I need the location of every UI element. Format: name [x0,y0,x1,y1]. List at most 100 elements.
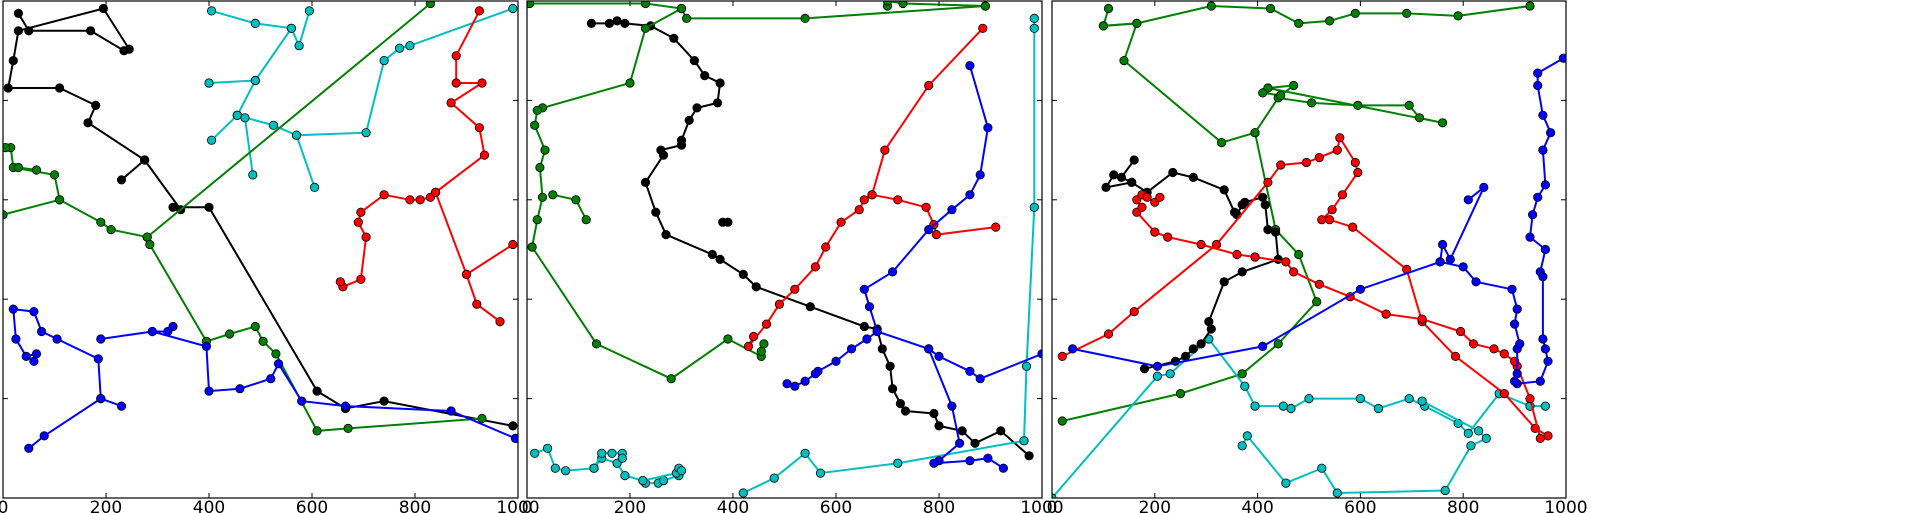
data-point [811,263,819,271]
data-point [719,218,727,226]
data-point [362,233,370,241]
plot-area [1048,2,1568,502]
data-point [1030,203,1038,211]
data-point [1153,372,1161,380]
data-point [236,385,244,393]
series-line [237,115,253,175]
data-point [1315,153,1323,161]
data-point [531,449,539,457]
data-point [251,76,259,84]
data-point [693,104,701,112]
data-point [997,427,1005,435]
data-point [1438,119,1446,127]
data-point [806,303,814,311]
data-point [590,464,598,472]
data-point [881,146,889,154]
data-point [205,79,213,87]
data-point [1104,4,1112,12]
x-tick-label: 600 [1344,498,1376,513]
data-point [22,352,30,360]
data-point [801,377,809,385]
data-point [1128,178,1136,186]
data-point [932,230,940,238]
data-point [509,4,517,12]
x-tick-label: 800 [923,498,955,513]
x-tick-label: 0 [0,498,8,513]
data-point [549,191,557,199]
data-point [1207,2,1215,10]
data-point [32,166,40,174]
data-point [1436,258,1444,266]
data-point [125,45,133,53]
data-point [1441,486,1449,494]
data-point [1197,340,1205,348]
data-point [930,459,938,467]
data-point [25,27,33,35]
data-point [1241,382,1249,390]
data-point [744,342,752,350]
data-point [84,119,92,127]
data-point [406,42,414,50]
data-point [496,317,504,325]
data-point [272,350,280,358]
data-point [677,467,685,475]
data-point [310,183,318,191]
data-point [1217,138,1225,146]
data-point [1325,216,1333,224]
data-point [966,61,974,69]
data-point [9,305,17,313]
data-point [1110,171,1118,179]
data-point [1526,233,1534,241]
data-point [1207,325,1215,333]
data-point [1318,216,1326,224]
data-point [979,24,987,32]
data-point [117,176,125,184]
data-point [592,340,600,348]
data-point [357,208,365,216]
data-point [473,300,481,308]
plot-panel-2: 0 200 400 600 800 1000 [522,0,1064,513]
data-point [140,156,148,164]
x-tick-label: 200 [90,498,122,513]
data-point [92,101,100,109]
series-line [467,245,513,275]
data-point [1151,228,1159,236]
data-point [1220,278,1228,286]
series-line [749,28,983,346]
data-point [1261,201,1269,209]
series-line [1052,339,1545,498]
data-point [536,163,544,171]
data-point [801,449,809,457]
data-point [1289,81,1297,89]
data-point [362,129,370,137]
data-point [4,84,12,92]
series-line [340,11,484,287]
data-point [97,218,105,226]
data-point [1295,19,1303,27]
data-point [935,352,943,360]
data-point [1130,307,1138,315]
series-line [1103,6,1530,26]
data-point [1333,146,1341,154]
data-point [1418,315,1426,323]
data-point [659,151,667,159]
data-point [1030,14,1038,22]
data-point [618,454,626,462]
data-point [832,357,840,365]
data-point [1418,397,1426,405]
data-point [984,124,992,132]
data-point [12,335,20,343]
data-point [336,278,344,286]
series-line [212,81,256,141]
data-point [652,208,660,216]
data-point [53,335,61,343]
data-point [25,444,33,452]
data-point [855,206,863,214]
series-line [1137,195,1541,439]
data-point [621,19,629,27]
data-point [888,385,896,393]
data-point [1315,280,1323,288]
data-point [207,136,215,144]
data-point [966,367,974,375]
data-point [1480,183,1488,191]
